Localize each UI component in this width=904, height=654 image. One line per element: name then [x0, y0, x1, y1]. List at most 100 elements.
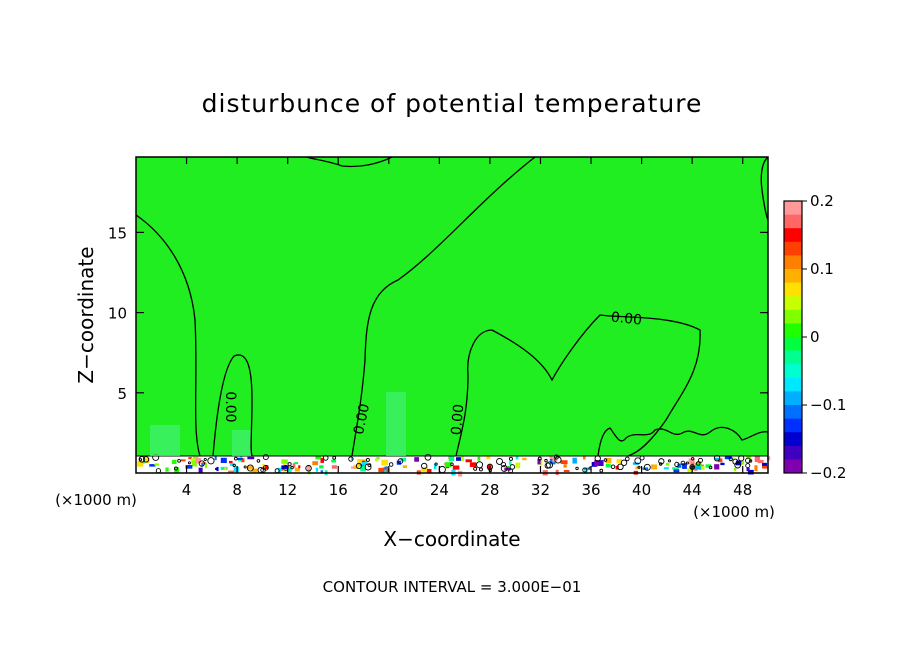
colorbar-swatch — [784, 432, 802, 447]
x-tick-label: 48 — [733, 481, 752, 499]
anomaly-contour — [544, 458, 548, 463]
anomaly-cell — [224, 467, 227, 471]
contour-labels: 0.00 0.00 0.00 0.00 — [222, 309, 643, 436]
contour-lines — [135, 156, 769, 457]
anomaly-cell — [214, 456, 217, 461]
anomaly-contour — [207, 457, 215, 465]
anomaly-cell — [761, 465, 768, 469]
anomaly-cell — [739, 460, 745, 465]
anomaly-contour — [624, 456, 630, 462]
anomaly-cell — [298, 465, 301, 469]
plot-area: 0.00 0.00 0.00 0.00 — [135, 156, 771, 477]
anomaly-cell — [757, 459, 764, 464]
anomaly-cell — [315, 467, 319, 472]
anomaly-cell — [733, 468, 737, 471]
anomaly-cell — [145, 457, 150, 463]
anomaly-contour — [732, 458, 739, 465]
anomaly-cell — [746, 467, 750, 472]
anomaly-contour — [544, 462, 551, 469]
anomaly-contour — [290, 465, 294, 470]
anomaly-cell — [746, 456, 752, 460]
colorbar-tick-label: 0.2 — [810, 192, 834, 210]
x-tick-label: 16 — [329, 481, 348, 499]
anomaly-contour — [728, 457, 733, 462]
anomaly-cell — [560, 460, 568, 464]
anomaly-contour — [685, 461, 689, 465]
contour-plume-18km — [351, 156, 536, 457]
anomaly-cell — [717, 458, 723, 463]
field-background — [136, 157, 768, 473]
anomaly-cell — [312, 461, 319, 466]
contour-top-bump — [305, 156, 393, 168]
anomaly-cell — [357, 458, 362, 465]
anomaly-cell — [687, 468, 694, 473]
anomaly-contour — [421, 462, 428, 470]
anomaly-cell — [695, 462, 702, 468]
anomaly-cell — [598, 460, 604, 467]
anomaly-cell — [537, 458, 541, 465]
anomaly-cell — [461, 456, 465, 462]
anomaly-cell — [688, 458, 695, 465]
x-tick-label: 40 — [632, 481, 651, 499]
anomaly-contour — [500, 464, 508, 472]
anomaly-cell — [378, 467, 385, 473]
anomaly-cell — [748, 469, 754, 475]
anomaly-contour — [658, 458, 665, 465]
anomaly-cell — [632, 462, 639, 465]
anomaly-contour — [262, 464, 269, 471]
x-tick-label: 44 — [683, 481, 702, 499]
anomaly-contour — [177, 458, 181, 463]
anomaly-cell — [427, 468, 432, 473]
anomaly-cell — [165, 467, 169, 472]
anomaly-cell — [720, 462, 725, 466]
anomaly-cell — [754, 465, 758, 472]
weak-anomaly — [150, 425, 180, 456]
anomaly-cell — [281, 468, 284, 471]
colorbar-swatch — [784, 228, 802, 243]
anomaly-cell — [642, 467, 649, 470]
anomaly-contour — [246, 464, 254, 472]
anomaly-contour — [667, 459, 671, 463]
anomaly-contour — [142, 456, 150, 463]
anomaly-contour — [234, 456, 238, 461]
colorbar-swatch — [784, 350, 802, 365]
anomaly-contour — [637, 465, 641, 469]
anomaly-cell — [220, 466, 228, 470]
anomaly-cell — [241, 458, 245, 463]
anomaly-contour — [355, 462, 363, 470]
anomaly-cell — [230, 463, 235, 466]
anomaly-cell — [732, 457, 735, 460]
y-tick-label: 10 — [108, 305, 127, 323]
colorbar-swatch — [784, 337, 802, 351]
anomaly-cell — [246, 466, 253, 470]
anomaly-cell — [264, 465, 269, 470]
anomaly-cell — [677, 463, 682, 468]
anomaly-cell — [188, 457, 192, 460]
anomaly-cell — [698, 466, 705, 470]
anomaly-contour — [610, 464, 616, 469]
anomaly-cell — [283, 467, 290, 472]
weak-anomaly — [386, 392, 406, 456]
anomaly-cell — [292, 463, 296, 468]
anomaly-contour — [174, 466, 178, 471]
anomaly-cell — [195, 458, 202, 464]
colorbar-swatch — [784, 418, 802, 433]
anomaly-cell — [191, 460, 198, 467]
chart-title: disturbunce of potential temperature — [202, 89, 703, 118]
anomaly-contour — [553, 454, 559, 460]
colorbar-tick-label: 0.1 — [810, 260, 834, 278]
anomaly-contour — [745, 463, 751, 469]
anomaly-contour — [575, 466, 579, 471]
anomaly-cell — [735, 460, 742, 466]
anomaly-cell — [360, 459, 367, 463]
anomaly-cell — [319, 465, 324, 469]
contour-label: 0.00 — [222, 391, 238, 422]
anomaly-cell — [331, 465, 337, 469]
anomaly-contour — [262, 454, 269, 461]
anomaly-cell — [616, 459, 623, 464]
anomaly-contour — [617, 463, 624, 471]
colorbar-swatch — [784, 269, 802, 283]
colorbar-swatch — [784, 405, 802, 419]
anomaly-cell — [448, 456, 455, 462]
y-axis: 5 10 15 — [108, 224, 768, 403]
